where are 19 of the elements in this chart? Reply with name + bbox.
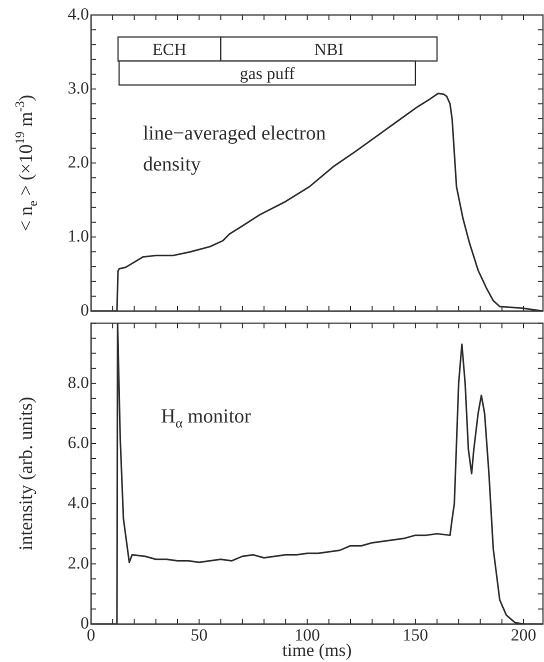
x-tick-label: 200 (510, 626, 536, 645)
y-axis-title: intensity (arb. units) (16, 396, 37, 550)
band-label: ECH (152, 40, 186, 59)
y-tick-label: 8.0 (68, 372, 89, 392)
y-tick-label: 0 (80, 300, 89, 320)
y-axis-title: < ne > (×1019 m-3) (12, 94, 40, 232)
y-tick-label: 6.0 (68, 432, 89, 452)
x-tick-label: 150 (402, 626, 428, 645)
y-tick-label: 0 (80, 613, 89, 632)
y-tick-label: 3.0 (68, 78, 89, 98)
x-tick-label: 50 (190, 626, 208, 645)
y-tick-label: 2.0 (68, 152, 89, 172)
y-tick-label: 4.0 (68, 493, 89, 512)
band-label: gas puff (240, 64, 296, 83)
band-label: NBI (314, 40, 344, 59)
y-tick-label: 4.0 (68, 4, 89, 24)
y-tick-label: 2.0 (68, 553, 89, 572)
y-tick-label: 1.0 (68, 226, 89, 246)
annotation: line−averaged electron density (142, 122, 326, 176)
